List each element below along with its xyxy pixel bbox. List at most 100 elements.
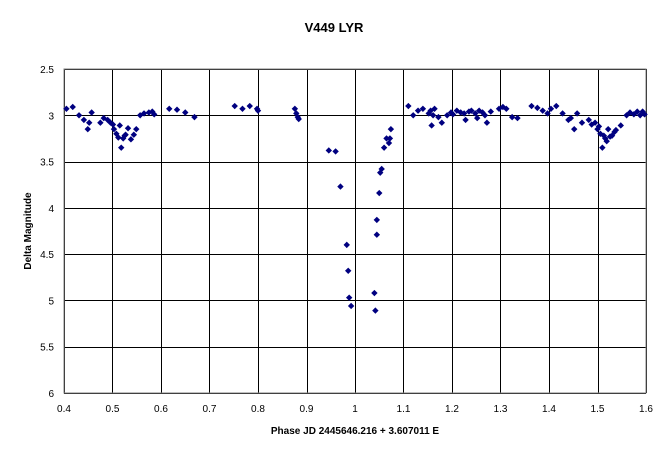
data-point bbox=[140, 110, 148, 117]
data-point bbox=[547, 105, 555, 113]
data-point bbox=[405, 102, 412, 110]
y-tick-label: 6 bbox=[48, 389, 54, 400]
data-points bbox=[63, 102, 648, 314]
data-point bbox=[373, 216, 381, 224]
data-point bbox=[514, 114, 521, 122]
data-point bbox=[419, 105, 427, 113]
data-point bbox=[578, 119, 586, 126]
data-point bbox=[641, 111, 648, 118]
y-tick-label: 5.5 bbox=[40, 343, 54, 354]
data-point bbox=[591, 119, 599, 126]
data-point bbox=[325, 147, 333, 154]
data-point bbox=[118, 144, 125, 151]
data-point bbox=[617, 122, 624, 129]
x-tick-label: 1.5 bbox=[591, 404, 605, 415]
data-point bbox=[371, 289, 378, 297]
data-point bbox=[612, 126, 620, 134]
data-point bbox=[597, 130, 604, 137]
data-point bbox=[443, 112, 451, 119]
data-point bbox=[191, 113, 198, 121]
data-point bbox=[110, 125, 118, 133]
data-point bbox=[438, 119, 446, 126]
data-point bbox=[428, 122, 435, 129]
data-point bbox=[337, 183, 344, 190]
data-point bbox=[410, 112, 417, 119]
y-axis-label: Delta Magnitude bbox=[23, 192, 34, 270]
data-point bbox=[254, 107, 262, 114]
data-point bbox=[347, 302, 355, 310]
data-point bbox=[429, 112, 437, 119]
data-point bbox=[599, 144, 606, 151]
data-point bbox=[151, 111, 158, 118]
data-point bbox=[479, 109, 486, 116]
data-point bbox=[623, 112, 630, 119]
data-point bbox=[608, 132, 616, 139]
data-point bbox=[63, 105, 70, 113]
x-tick-label: 0.9 bbox=[300, 404, 314, 415]
data-point bbox=[508, 113, 516, 121]
data-point bbox=[86, 119, 93, 126]
data-point bbox=[372, 307, 379, 314]
x-tick-label: 0.4 bbox=[57, 404, 71, 415]
data-point bbox=[447, 109, 455, 116]
x-tick-label: 1 bbox=[352, 404, 358, 415]
y-tick-label: 2.5 bbox=[40, 65, 54, 76]
data-point bbox=[104, 116, 111, 124]
grid-lines bbox=[64, 69, 647, 394]
data-point bbox=[468, 107, 475, 114]
y-tick-label: 4 bbox=[48, 204, 54, 215]
data-point bbox=[472, 110, 479, 117]
data-point bbox=[639, 108, 646, 115]
data-point bbox=[107, 119, 114, 126]
data-point bbox=[474, 114, 481, 122]
data-point bbox=[431, 105, 438, 113]
data-point bbox=[483, 119, 491, 126]
x-tick-label: 1.2 bbox=[445, 404, 459, 415]
data-point bbox=[462, 116, 469, 124]
data-point bbox=[585, 116, 592, 124]
data-point bbox=[386, 135, 394, 142]
chart-title: V449 LYR bbox=[305, 20, 364, 35]
data-point bbox=[571, 125, 578, 133]
data-point bbox=[80, 116, 88, 124]
data-point bbox=[246, 102, 253, 110]
data-point bbox=[380, 144, 388, 151]
data-point bbox=[559, 110, 566, 117]
data-point bbox=[130, 131, 138, 138]
data-point bbox=[332, 148, 339, 155]
data-point bbox=[460, 110, 468, 117]
data-point bbox=[603, 138, 610, 145]
data-point bbox=[604, 125, 612, 133]
data-point bbox=[528, 102, 535, 110]
data-point bbox=[97, 119, 104, 126]
x-tick-label: 1.3 bbox=[494, 404, 508, 415]
tick-labels: 0.4 0.5 0.6 0.7 0.8 0.9 1 1.1 1.2 1.3 1.4 1.5 1.6 2.5… bbox=[40, 65, 653, 415]
x-tick-label: 1.6 bbox=[639, 404, 653, 415]
x-tick-label: 0.6 bbox=[154, 404, 168, 415]
data-point bbox=[133, 125, 140, 133]
data-point bbox=[343, 241, 350, 249]
x-tick-label: 0.7 bbox=[203, 404, 217, 415]
data-point bbox=[124, 125, 132, 132]
data-point bbox=[539, 107, 546, 114]
data-point bbox=[376, 189, 383, 197]
data-point bbox=[503, 105, 510, 113]
data-point bbox=[115, 134, 122, 141]
data-point bbox=[239, 105, 246, 113]
data-point bbox=[387, 125, 395, 133]
data-point bbox=[567, 114, 575, 122]
plot-area-frame bbox=[63, 68, 647, 394]
data-point bbox=[345, 267, 352, 275]
data-point bbox=[109, 121, 117, 128]
y-tick-label: 4.5 bbox=[40, 250, 54, 261]
x-tick-label: 1.1 bbox=[397, 404, 411, 415]
data-point bbox=[145, 109, 153, 116]
data-point bbox=[127, 136, 135, 143]
data-point bbox=[481, 112, 489, 119]
data-point bbox=[295, 115, 302, 123]
data-point bbox=[553, 102, 560, 110]
data-point bbox=[611, 128, 618, 136]
data-point bbox=[636, 112, 644, 119]
data-point bbox=[600, 132, 608, 139]
